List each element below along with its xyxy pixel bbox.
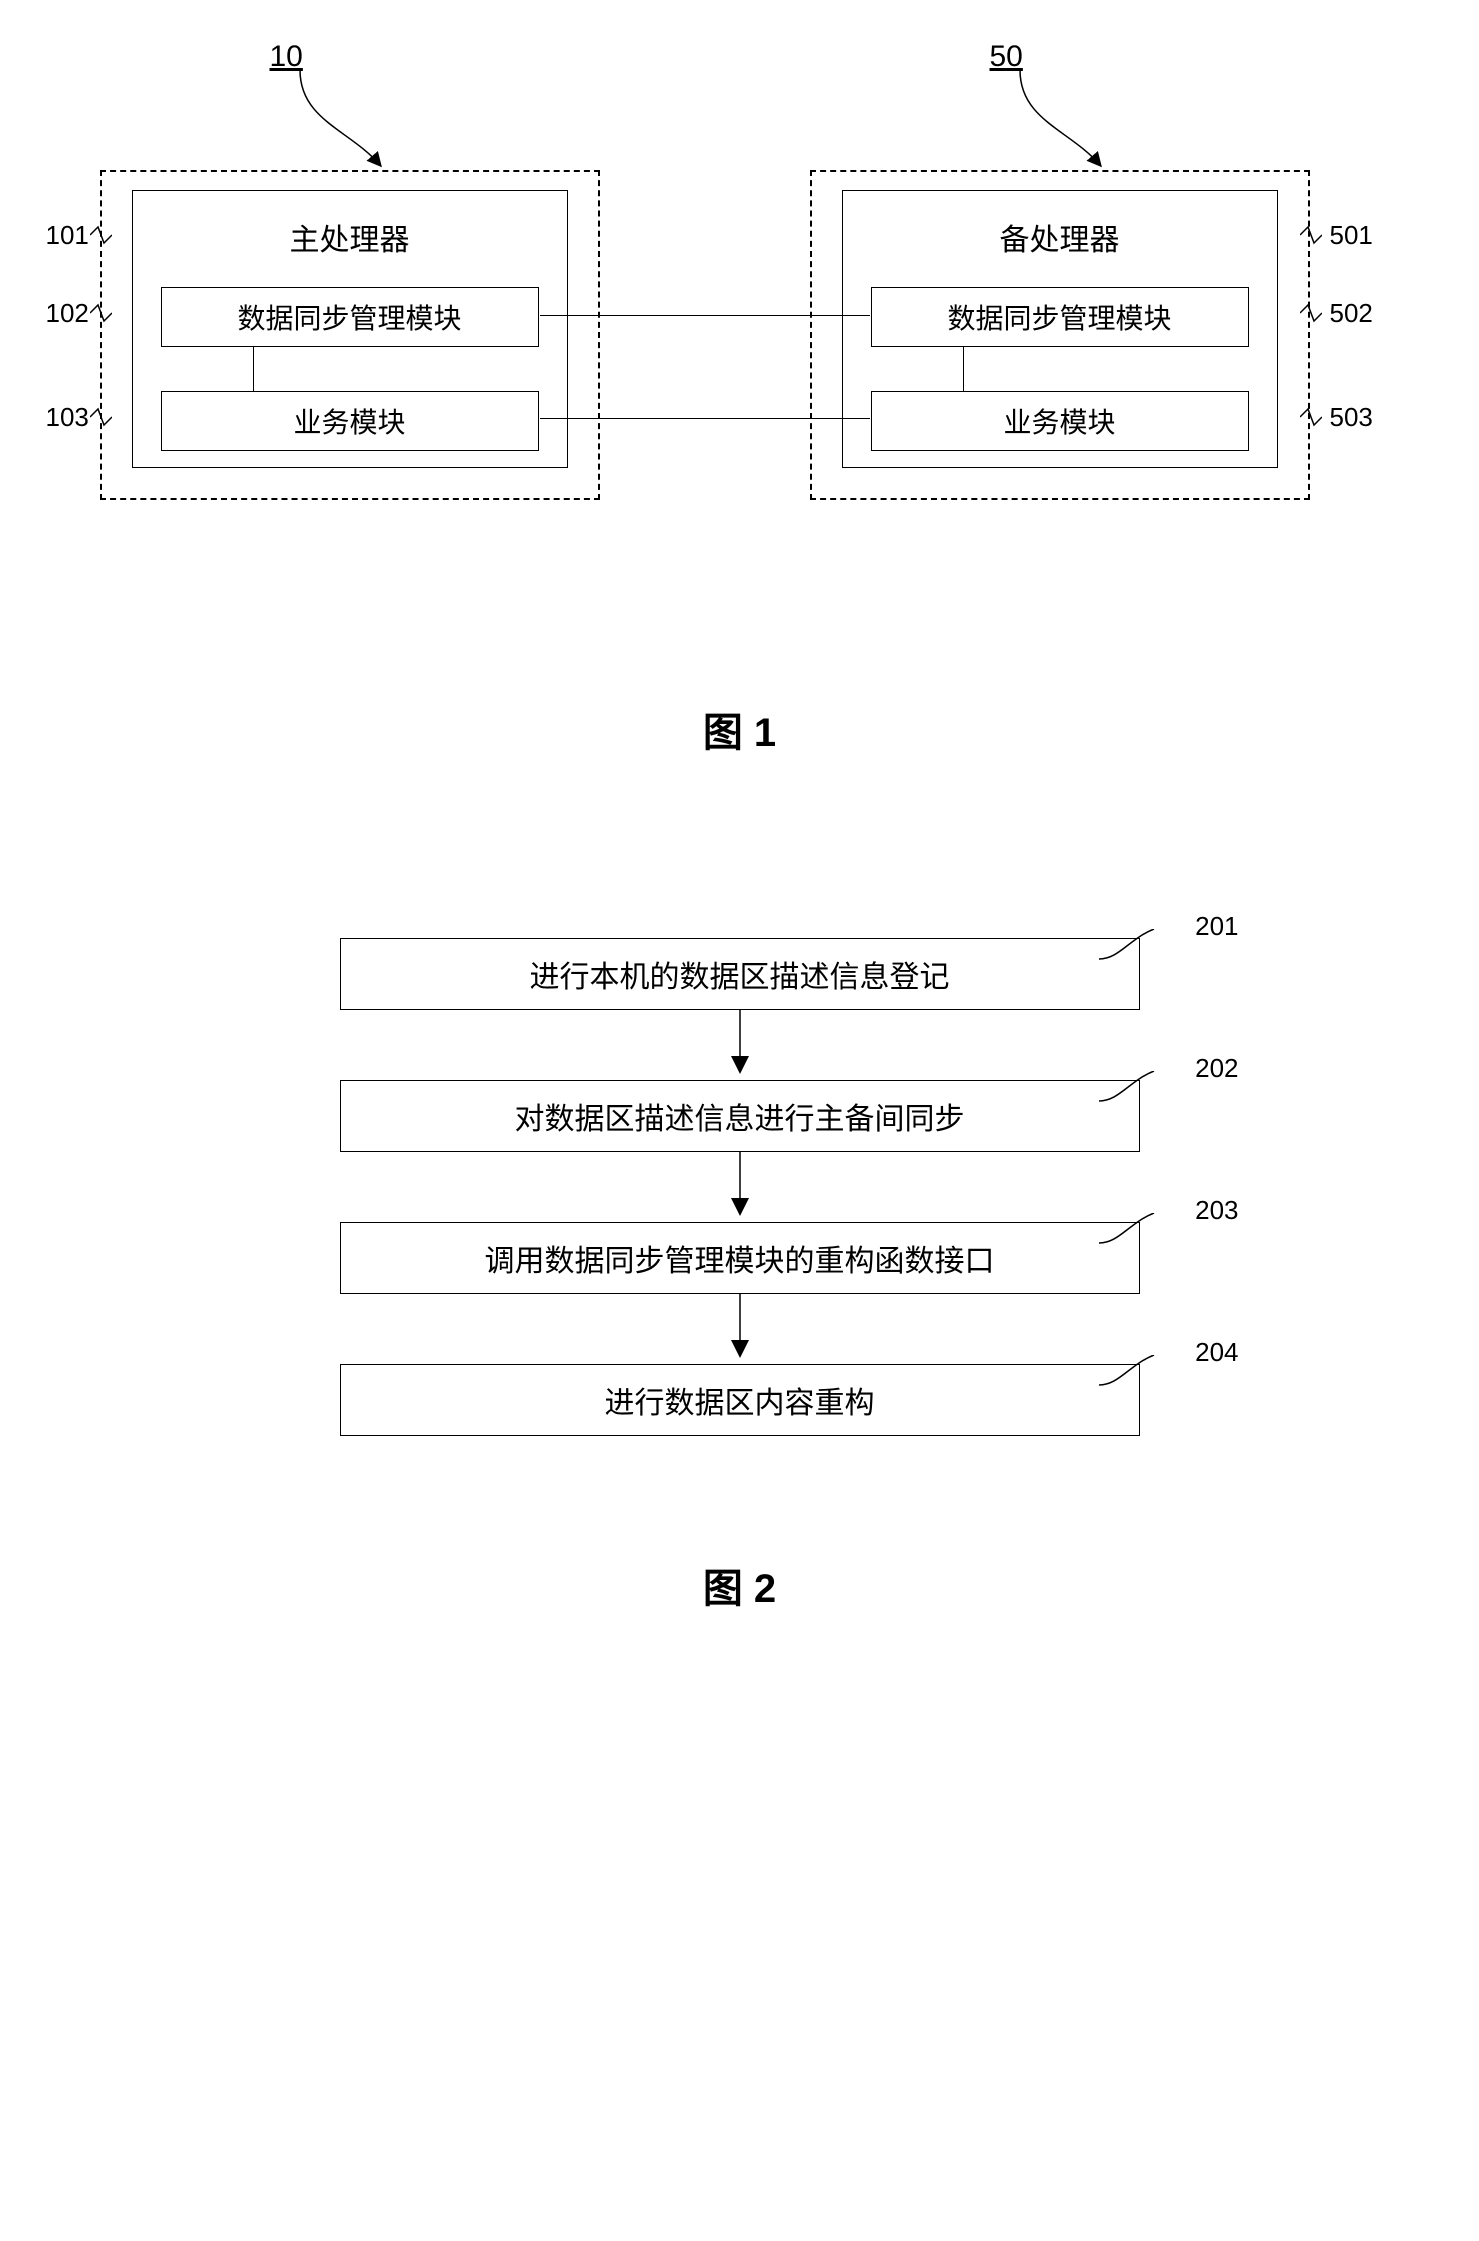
main-biz-module: 业务模块: [161, 391, 539, 451]
zigzag-103: [90, 407, 112, 437]
main-processor-group: 主处理器 数据同步管理模块 业务模块: [100, 170, 600, 500]
zigzag-503: [1300, 407, 1322, 437]
flow-arrow-3: [725, 1294, 755, 1364]
flow-step-2: 对数据区描述信息进行主备间同步 202: [340, 1080, 1140, 1152]
main-internal-link: [253, 347, 254, 391]
flow-step-4-label: 进行数据区内容重构: [605, 1378, 875, 1422]
flow-step-1: 进行本机的数据区描述信息登记 201: [340, 938, 1140, 1010]
ref-10: 10: [270, 40, 303, 74]
ref-501: 501: [1330, 220, 1373, 251]
ref-204: 204: [1195, 1337, 1238, 1368]
figure-2-caption: 图 2: [40, 1556, 1440, 1614]
backup-biz-module: 业务模块: [871, 391, 1249, 451]
curve-arrow-10: [290, 70, 410, 180]
figure-1: 10 50 主处理器 数据同步管理模块 业务模块: [40, 40, 1440, 560]
curve-arrow-50: [1010, 70, 1130, 180]
link-sync-sync: [540, 315, 870, 316]
ref-102: 102: [46, 298, 89, 329]
ref-203: 203: [1195, 1195, 1238, 1226]
main-processor-title: 主处理器: [133, 191, 567, 277]
ref-103: 103: [46, 402, 89, 433]
flow-arrow-1: [725, 1010, 755, 1080]
zigzag-102: [90, 303, 112, 333]
flow-step-4: 进行数据区内容重构 204: [340, 1364, 1140, 1436]
backup-processor-group: 备处理器 数据同步管理模块 业务模块: [810, 170, 1310, 500]
ref-101: 101: [46, 220, 89, 251]
zigzag-502: [1300, 303, 1322, 333]
flow-step-3-label: 调用数据同步管理模块的重构函数接口: [485, 1236, 995, 1280]
ref-503: 503: [1330, 402, 1373, 433]
flow-step-1-label: 进行本机的数据区描述信息登记: [530, 952, 950, 996]
flow-step-3: 调用数据同步管理模块的重构函数接口 203: [340, 1222, 1140, 1294]
link-biz-biz: [540, 418, 870, 419]
step-curve-203: [1099, 1213, 1179, 1253]
ref-50: 50: [990, 40, 1023, 74]
zigzag-101: [90, 225, 112, 255]
zigzag-501: [1300, 225, 1322, 255]
backup-sync-module: 数据同步管理模块: [871, 287, 1249, 347]
ref-502: 502: [1330, 298, 1373, 329]
backup-internal-link: [963, 347, 964, 391]
flow-arrow-2: [725, 1152, 755, 1222]
flow-step-2-label: 对数据区描述信息进行主备间同步: [515, 1094, 965, 1138]
ref-201: 201: [1195, 911, 1238, 942]
figure-2: 进行本机的数据区描述信息登记 201 对数据区描述信息进行主备间同步 202: [270, 938, 1210, 1436]
ref-202: 202: [1195, 1053, 1238, 1084]
main-sync-module: 数据同步管理模块: [161, 287, 539, 347]
step-curve-201: [1099, 929, 1179, 969]
backup-processor-title: 备处理器: [843, 191, 1277, 277]
step-curve-202: [1099, 1071, 1179, 1111]
step-curve-204: [1099, 1355, 1179, 1395]
figure-1-caption: 图 1: [40, 700, 1440, 758]
